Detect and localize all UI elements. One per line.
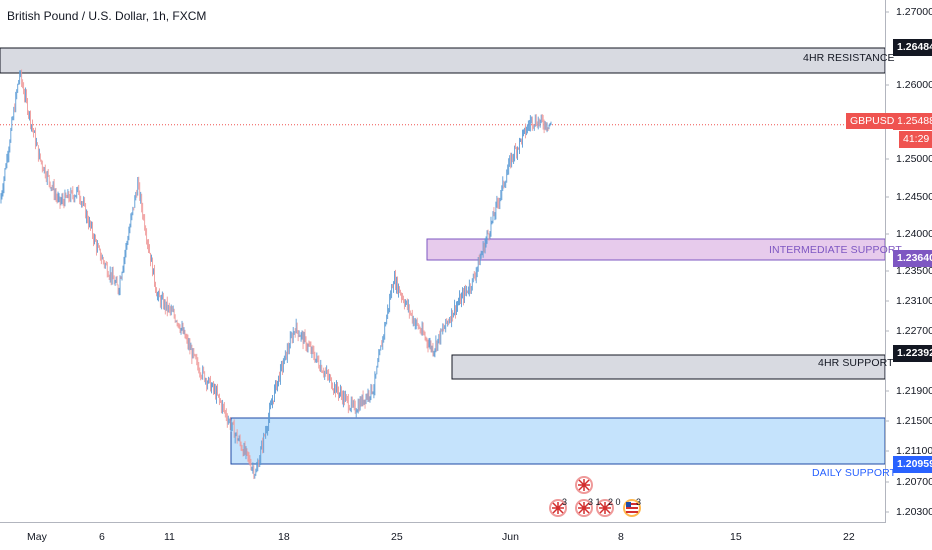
us-flag-icon[interactable] (623, 499, 641, 517)
time-tick: 6 (99, 531, 105, 543)
resistance-price-tag: 1.26484 (893, 39, 932, 56)
event-count: 3 1 (588, 497, 601, 507)
symbol-tag: GBPUSD (846, 113, 899, 129)
price-tick: 1.24000 (896, 228, 932, 240)
current-price-tag: 1.25488 (893, 113, 932, 130)
event-count: 2 0 (608, 497, 621, 507)
intermediate-zone-label: INTERMEDIATE SUPPORT (769, 244, 902, 256)
resistance-zone (0, 47, 886, 74)
four-hr-support-price-tag: 1.22392 (893, 345, 932, 362)
time-axis-line (0, 522, 885, 523)
price-tick: 1.21900 (896, 385, 932, 397)
price-tick: 1.23100 (896, 295, 932, 307)
price-tick: 1.24500 (896, 191, 932, 203)
daily-support-label: DAILY SUPPORT (812, 467, 897, 479)
uk-flag-icon[interactable] (549, 499, 567, 517)
time-tick: 11 (164, 531, 175, 543)
price-axis-line (885, 0, 886, 523)
four-hr-support-label: 4HR SUPPORT (818, 357, 894, 369)
time-tick: 22 (843, 531, 855, 543)
event-count: 3 (636, 497, 641, 507)
resistance-zone-label: 4HR RESISTANCE (803, 52, 895, 64)
time-tick: 18 (278, 531, 290, 543)
daily-support-zone (230, 417, 886, 465)
time-tick: Jun (502, 531, 519, 543)
economic-events[interactable]: 3 3 1 2 0 3 (545, 474, 645, 522)
price-tick: 1.26000 (896, 79, 932, 91)
daily-support-price-tag: 1.20959 (893, 456, 932, 473)
candles-layer (0, 69, 552, 480)
price-tick: 1.20300 (896, 506, 932, 518)
countdown-tag: 41:29 (899, 131, 932, 148)
time-tick: 25 (391, 531, 403, 543)
time-tick: 15 (730, 531, 742, 543)
four-hr-support-zone (451, 354, 886, 380)
zones-layer (0, 11, 889, 513)
event-count: 3 (562, 497, 567, 507)
intermediate-price-tag: 1.23640 (893, 250, 932, 267)
uk-flag-icon[interactable] (596, 499, 614, 517)
chart-title: British Pound / U.S. Dollar, 1h, FXCM (7, 9, 207, 23)
price-tick: 1.27000 (896, 6, 932, 18)
time-tick: 8 (618, 531, 624, 543)
price-tick: 1.25000 (896, 153, 932, 165)
price-tick: 1.21100 (896, 445, 932, 457)
time-tick: May (27, 531, 47, 543)
uk-flag-icon[interactable] (575, 476, 593, 494)
price-tick: 1.21500 (896, 415, 932, 427)
price-tick: 1.22700 (896, 325, 932, 337)
price-tick: 1.23500 (896, 265, 932, 277)
price-tick: 1.20700 (896, 476, 932, 488)
uk-flag-icon[interactable] (575, 499, 593, 517)
